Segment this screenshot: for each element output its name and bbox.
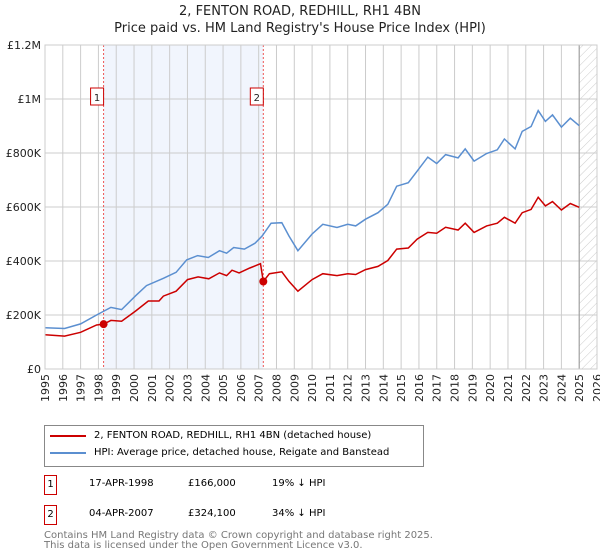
x-tick-label: 2026 xyxy=(591,374,600,402)
sale-marker-badge: 2 xyxy=(44,505,57,525)
x-tick-label: 2001 xyxy=(146,374,159,402)
legend-label-hpi: HPI: Average price, detached house, Reig… xyxy=(94,447,390,458)
chart-subtitle: Price paid vs. HM Land Registry's House … xyxy=(114,21,486,36)
x-tick-label: 2008 xyxy=(270,374,283,402)
sale-marker-badge: 1 xyxy=(44,475,57,495)
y-tick-label: £1M xyxy=(18,93,42,106)
x-tick-label: 2021 xyxy=(502,374,515,402)
x-tick-label: 2014 xyxy=(377,374,390,402)
footer-copyright: Contains HM Land Registry data © Crown c… xyxy=(44,530,433,541)
x-tick-label: 2002 xyxy=(164,374,177,402)
legend-label-property: 2, FENTON ROAD, REDHILL, RH1 4BN (detach… xyxy=(94,430,372,441)
x-tick-label: 1998 xyxy=(92,374,105,402)
x-tick-label: 2024 xyxy=(555,374,568,402)
sale-price: £324,100 xyxy=(188,508,236,519)
x-tick-label: 2018 xyxy=(449,374,462,402)
sale-label-box xyxy=(90,87,105,106)
sale-label: 1 xyxy=(94,93,100,104)
sale-row: 1 17-APR-1998 £166,000 19% ↓ HPI xyxy=(44,475,544,495)
sale-row: 2 04-APR-2007 £324,100 34% ↓ HPI xyxy=(44,505,544,525)
series-line xyxy=(44,196,580,337)
sale-delta: 34% ↓ HPI xyxy=(272,508,326,519)
legend-red-line xyxy=(50,434,86,437)
x-tick-label: 2011 xyxy=(324,374,337,402)
x-tick-label: 2022 xyxy=(520,374,533,402)
chart-title: 2, FENTON ROAD, REDHILL, RH1 4BN xyxy=(179,4,421,19)
sale-price: £166,000 xyxy=(188,478,236,489)
x-tick-label: 1999 xyxy=(110,374,123,402)
x-tick-label: 2009 xyxy=(288,374,301,402)
x-tick-label: 1996 xyxy=(57,374,70,402)
plot-border xyxy=(44,44,598,370)
sale-label-box xyxy=(249,87,264,106)
x-tick-label: 2000 xyxy=(128,374,141,402)
x-tick-label: 2007 xyxy=(253,374,266,402)
x-tick-label: 2012 xyxy=(342,374,355,402)
sale-date: 04-APR-2007 xyxy=(89,508,154,519)
y-tick-label: £800K xyxy=(6,147,42,160)
sale-delta: 19% ↓ HPI xyxy=(272,478,326,489)
footer: Contains HM Land Registry data © Crown c… xyxy=(44,531,433,551)
x-tick-label: 2005 xyxy=(217,374,230,402)
x-tick-label: 2023 xyxy=(538,374,551,402)
y-tick-label: £400K xyxy=(6,255,42,268)
sale-date: 17-APR-1998 xyxy=(89,478,154,489)
x-tick-label: 2025 xyxy=(573,374,586,402)
x-tick-label: 2019 xyxy=(466,374,479,402)
footer-licence: This data is licensed under the Open Gov… xyxy=(44,540,363,551)
sale-label: 2 xyxy=(254,93,260,104)
x-tick-label: 2015 xyxy=(395,374,408,402)
x-tick-label: 1997 xyxy=(75,374,88,402)
x-tick-label: 2013 xyxy=(360,374,373,402)
sale-point xyxy=(99,320,108,329)
y-tick-label: £600K xyxy=(6,201,42,214)
x-tick-label: 2003 xyxy=(181,374,194,402)
x-tick-label: 2017 xyxy=(431,374,444,402)
x-tick-label: 2010 xyxy=(306,374,319,402)
x-tick-label: 1995 xyxy=(39,374,52,402)
y-tick-label: £0 xyxy=(27,363,41,376)
plot-area: 1995 1996 1997 1998 1999 2000 2001 2002 2003 2004… xyxy=(6,39,600,402)
x-tick-label: 2006 xyxy=(235,374,248,402)
sale-point xyxy=(259,277,268,286)
series-line xyxy=(44,109,580,330)
x-tick-label: 2016 xyxy=(413,374,426,402)
legend: 2, FENTON ROAD, REDHILL, RH1 4BN (detach… xyxy=(44,425,424,467)
y-tick-label: £200K xyxy=(6,309,42,322)
x-tick-label: 2004 xyxy=(199,374,212,402)
legend-blue-line xyxy=(50,451,86,454)
y-tick-label: £1.2M xyxy=(7,39,41,52)
x-tick-label: 2020 xyxy=(484,374,497,402)
